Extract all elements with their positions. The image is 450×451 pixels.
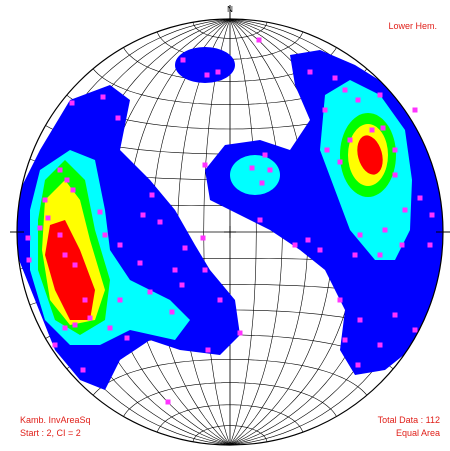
pole-point <box>64 177 70 183</box>
pole-point <box>357 232 363 238</box>
pole-point <box>305 237 311 243</box>
pole-point <box>249 165 255 171</box>
pole-point <box>179 282 185 288</box>
pole-point <box>392 147 398 153</box>
pole-point <box>399 242 405 248</box>
contour-red <box>45 220 95 320</box>
pole-point <box>115 115 121 121</box>
pole-point <box>45 215 51 221</box>
pole-point <box>62 252 68 258</box>
pole-point <box>412 327 418 333</box>
contour-cyan <box>230 155 280 195</box>
pole-point <box>205 347 211 353</box>
pole-point <box>259 180 265 186</box>
pole-point <box>69 100 75 106</box>
projection-label: Equal Area <box>396 428 440 438</box>
pole-point <box>307 69 313 75</box>
pole-point <box>26 257 32 263</box>
pole-point <box>317 247 323 253</box>
pole-point <box>37 225 43 231</box>
pole-point <box>42 197 48 203</box>
pole-point <box>102 232 108 238</box>
pole-point <box>417 195 423 201</box>
pole-point <box>149 192 155 198</box>
pole-point <box>180 57 186 63</box>
pole-point <box>382 227 388 233</box>
pole-point <box>342 87 348 93</box>
pole-point <box>262 152 268 158</box>
pole-point <box>169 309 175 315</box>
pole-point <box>124 335 130 341</box>
pole-point <box>392 312 398 318</box>
pole-point <box>392 172 398 178</box>
pole-point <box>70 187 76 193</box>
pole-point <box>377 342 383 348</box>
hemisphere-label: Lower Hem. <box>388 21 437 31</box>
pole-point <box>117 297 123 303</box>
pole-point <box>355 97 361 103</box>
pole-point <box>332 75 338 81</box>
pole-point <box>322 107 328 113</box>
pole-point <box>380 125 386 131</box>
pole-point <box>377 92 383 98</box>
pole-point <box>412 107 418 113</box>
pole-point <box>217 297 223 303</box>
pole-point <box>215 69 221 75</box>
pole-point <box>165 399 171 405</box>
pole-point <box>292 242 298 248</box>
pole-point <box>57 167 63 173</box>
pole-point <box>147 289 153 295</box>
pole-point <box>25 235 31 241</box>
contour-red <box>357 135 383 175</box>
pole-point <box>107 325 113 331</box>
pole-point <box>256 37 262 43</box>
pole-point <box>357 317 363 323</box>
pole-point <box>355 362 361 368</box>
pole-point <box>369 127 375 133</box>
pole-point <box>347 137 353 143</box>
pole-point <box>80 367 86 373</box>
pole-point <box>100 94 106 100</box>
pole-point <box>62 325 68 331</box>
pole-point <box>82 297 88 303</box>
pole-point <box>342 337 348 343</box>
pole-point <box>352 252 358 258</box>
pole-point <box>72 262 78 268</box>
pole-point <box>52 342 58 348</box>
contour-blue <box>175 47 235 83</box>
pole-point <box>204 72 210 78</box>
pole-point <box>172 267 178 273</box>
pole-point <box>200 235 206 241</box>
north-label: N <box>227 5 233 14</box>
pole-point <box>337 159 343 165</box>
pole-point <box>377 252 383 258</box>
pole-point <box>182 245 188 251</box>
method-label: Kamb. InvAreaSq <box>20 415 91 425</box>
pole-point <box>140 212 146 218</box>
pole-point <box>202 162 208 168</box>
pole-point <box>429 212 435 218</box>
pole-point <box>267 167 273 173</box>
data-points <box>25 37 435 405</box>
pole-point <box>427 242 433 248</box>
pole-point <box>87 315 93 321</box>
pole-point <box>137 260 143 266</box>
contour-label: Start : 2, CI = 2 <box>20 428 81 438</box>
pole-point <box>257 217 263 223</box>
pole-point <box>402 207 408 213</box>
pole-point <box>202 267 208 273</box>
pole-point <box>117 242 123 248</box>
pole-point <box>57 232 63 238</box>
pole-point <box>324 147 330 153</box>
pole-point <box>97 209 103 215</box>
pole-point <box>337 297 343 303</box>
total-label: Total Data : 112 <box>378 415 440 425</box>
pole-point <box>72 322 78 328</box>
pole-point <box>237 330 243 336</box>
pole-point <box>157 219 163 225</box>
